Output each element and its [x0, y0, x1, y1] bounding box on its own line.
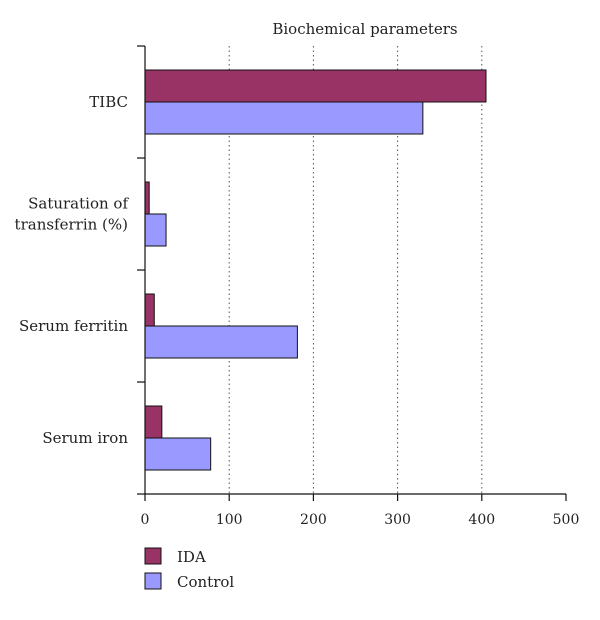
legend-label-ida: IDA [177, 548, 206, 566]
x-tick-label: 200 [300, 512, 327, 528]
bar-ida-1 [144, 181, 150, 215]
bar-control-2 [144, 325, 298, 359]
category-label: Serum ferritin [19, 317, 128, 335]
axes [137, 45, 567, 501]
legend-swatch-control [144, 572, 162, 590]
bar-ida-2 [144, 293, 155, 327]
x-tick-label: 100 [216, 512, 243, 528]
legend-swatch-ida [144, 547, 162, 565]
chart-title: Biochemical parameters [272, 20, 457, 38]
category-label: Saturation of [28, 195, 129, 213]
category-label: transferrin (%) [15, 216, 128, 234]
bar-control-3 [144, 437, 212, 471]
x-tick-label: 500 [553, 512, 580, 528]
bar-control-1 [144, 213, 167, 247]
x-tick-label: 0 [141, 512, 150, 528]
bar-control-0 [144, 101, 424, 135]
category-labels: TIBC Saturation of transferrin (%) Serum fe… [15, 93, 130, 447]
bar-ida-0 [144, 69, 487, 103]
tick-labels: 0 100 200 300 400 500 [141, 512, 580, 528]
category-label: Serum iron [42, 429, 128, 447]
bars [144, 69, 487, 471]
bar-ida-3 [144, 405, 163, 439]
legend-label-control: Control [177, 573, 234, 591]
legend: IDA Control [144, 547, 234, 591]
category-label: TIBC [89, 93, 128, 111]
x-tick-label: 400 [468, 512, 495, 528]
x-tick-label: 300 [384, 512, 411, 528]
